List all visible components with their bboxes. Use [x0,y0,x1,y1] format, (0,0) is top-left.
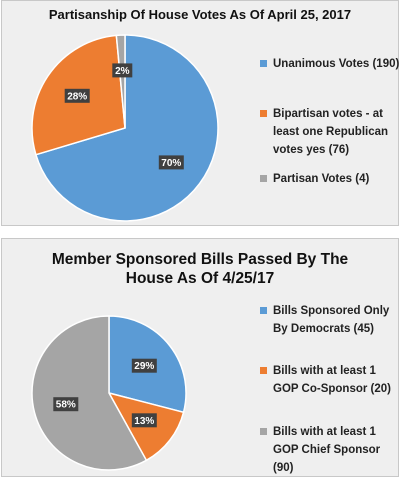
data-label-box [158,155,184,170]
pie-slice [31,315,148,471]
chart-title: Partisanship Of House Votes As Of April … [48,7,352,22]
data-label-text: 29% [134,361,154,372]
data-label-text: 58% [56,400,76,411]
data-label: 58% [53,397,79,412]
legend-label: Unanimous Votes (190) [273,58,400,70]
legend-label: Partisan Votes (4) [273,173,370,185]
data-label: 13% [131,413,157,428]
legend-label: Bills with at least 1 GOP Co-Sponsor (20… [273,365,391,395]
pie-chart-house-votes: 70% 28% 2% [31,34,219,222]
pie-slice [115,34,126,129]
legend-swatch [260,60,267,67]
data-label-text: 13% [134,416,154,427]
data-label-box [131,413,157,428]
legend-label: Bills with at least 1 GOP Chief Sponsor … [273,426,381,474]
pie-chart-sponsored-bills: 29% 13% 58% [31,315,187,471]
chart-title: Member Sponsored Bills Passed By The Hou… [51,251,349,287]
data-label-box [131,358,157,373]
data-label-box [64,88,90,103]
pie-slice [34,34,219,222]
data-label-box [53,397,79,412]
data-label-text: 28% [67,91,87,102]
data-label-box [112,63,133,78]
data-label: 28% [64,88,90,103]
data-label: 70% [158,155,184,170]
data-label: 2% [112,63,133,78]
legend-swatch [260,428,267,435]
chart-panel-sponsored-bills: Member Sponsored Bills Passed By The Hou… [1,238,399,477]
legend-swatch [260,367,267,374]
legend-swatch [260,110,267,117]
legend-swatch [260,307,267,314]
data-label: 29% [131,358,157,373]
chart-panel-house-votes: Partisanship Of House Votes As Of April … [1,0,399,226]
legend-label: Bipartisan votes - at least one Republic… [273,108,389,156]
data-label-text: 70% [161,158,181,169]
legend-label: Bills Sponsored Only By Democrats (45) [273,305,390,335]
data-label-text: 2% [115,66,130,77]
legend-swatch [260,175,267,182]
